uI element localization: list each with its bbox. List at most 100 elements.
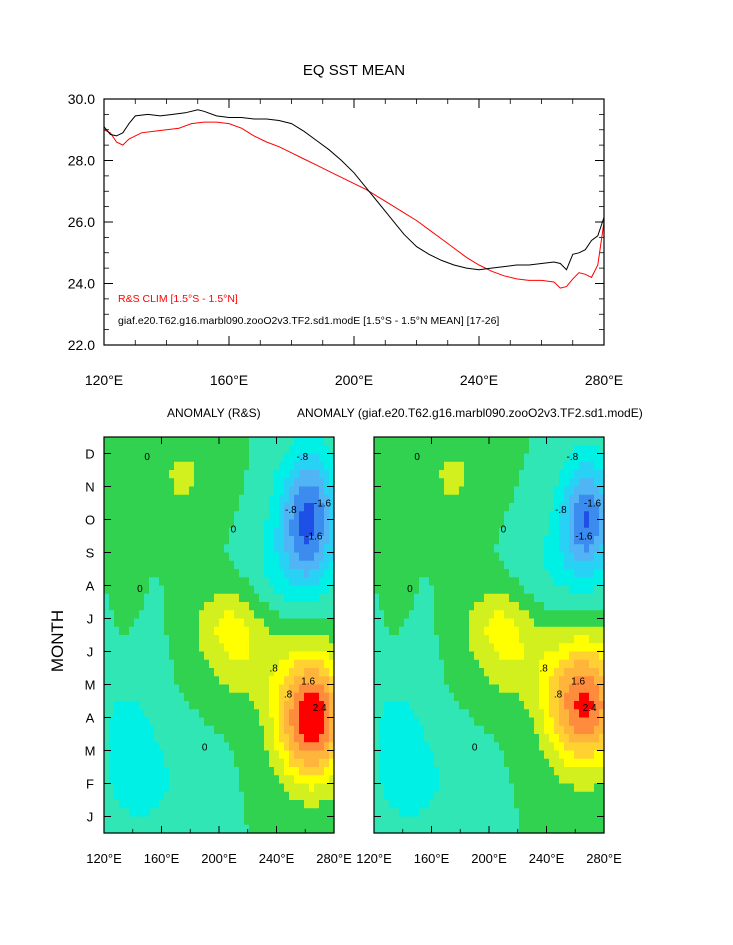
heatmap-cell (184, 824, 190, 834)
heatmap-cell (474, 808, 480, 818)
heatmap-cell (509, 610, 515, 620)
heatmap-cell (179, 626, 185, 636)
heatmap-cell (204, 668, 210, 677)
heatmap-cell (414, 767, 420, 776)
heatmap-cell (584, 717, 590, 727)
heatmap-cell (584, 560, 590, 570)
heatmap-cell (489, 478, 495, 488)
heatmap-cell (534, 783, 540, 793)
heatmap-cell (384, 610, 390, 620)
heatmap-cell (164, 791, 170, 801)
heatmap-cell (214, 767, 220, 776)
heatmap-cell (459, 651, 465, 661)
heatmap-cell (184, 750, 190, 760)
heatmap-cell (199, 816, 205, 826)
heatmap-cell (389, 486, 395, 496)
heatmap-cell (169, 577, 175, 587)
heatmap-cell (514, 478, 520, 488)
heatmap-cell (554, 593, 560, 603)
heatmap-cell (169, 775, 175, 785)
heatmap-cell (484, 717, 490, 727)
heatmap-cell (504, 503, 510, 512)
heatmap-cell (594, 750, 600, 760)
heatmap-cell (474, 651, 480, 661)
heatmap-cell (219, 709, 225, 719)
heatmap-cell (104, 585, 110, 595)
heatmap-cell (539, 725, 545, 735)
heatmap-cell (459, 668, 465, 677)
heatmap-cell (309, 676, 315, 686)
heatmap-cell (254, 725, 260, 735)
heatmap-cell (559, 602, 565, 611)
heatmap-cell (379, 618, 385, 628)
heatmap-cell (594, 610, 600, 620)
heatmap-cell (134, 585, 140, 595)
heatmap-cell (244, 824, 250, 834)
heatmap-cell (409, 544, 415, 554)
heatmap-cell (289, 577, 295, 587)
heatmap-cell (294, 470, 300, 479)
heatmap-cell (249, 527, 255, 537)
heatmap-cell (424, 684, 430, 694)
heatmap-cell (164, 668, 170, 677)
heatmap-cell (144, 709, 150, 719)
heatmap-cell (569, 709, 575, 719)
heatmap-cell (214, 800, 220, 809)
heatmap-cell (154, 453, 160, 463)
heatmap-cell (199, 585, 205, 595)
heatmap-cell (259, 676, 265, 686)
heatmap-cell (199, 800, 205, 809)
heatmap-cell (454, 750, 460, 760)
heatmap-cell (439, 486, 445, 496)
heatmap-cell (564, 709, 570, 719)
heatmap-cell (419, 791, 425, 801)
heatmap-cell (199, 445, 205, 455)
heatmap-cell (319, 470, 325, 479)
heatmap-cell (149, 503, 155, 512)
heatmap-cell (279, 692, 285, 702)
heatmap-cell (569, 486, 575, 496)
heatmap-cell (439, 470, 445, 479)
heatmap-cell (289, 461, 295, 471)
heatmap-cell (549, 808, 555, 818)
heatmap-cell (249, 717, 255, 727)
heatmap-cell (309, 800, 315, 809)
heatmap-cell (434, 536, 440, 545)
heatmap-cell (214, 659, 220, 669)
lon-tick-label: 240°E (529, 851, 565, 866)
heatmap-cell (514, 461, 520, 471)
heatmap-cell (289, 610, 295, 620)
heatmap-cell (239, 593, 245, 603)
heatmap-cell (279, 470, 285, 479)
heatmap-cell (204, 659, 210, 669)
heatmap-cell (184, 709, 190, 719)
heatmap-cell (284, 635, 290, 644)
heatmap-cell (109, 701, 115, 710)
heatmap-cell (294, 643, 300, 653)
heatmap-cell (454, 478, 460, 488)
heatmap-cell (429, 577, 435, 587)
heatmap-cell (524, 470, 530, 479)
heatmap-cell (124, 585, 130, 595)
heatmap-cell (509, 494, 515, 504)
heatmap-cell (264, 437, 270, 446)
heatmap-cell (559, 610, 565, 620)
heatmap-cell (329, 511, 335, 521)
heatmap-cell (274, 453, 280, 463)
heatmap-cell (569, 470, 575, 479)
heatmap-cell (534, 635, 540, 644)
heatmap-cell (519, 602, 525, 611)
heatmap-cell (544, 602, 550, 611)
heatmap-cell (139, 717, 145, 727)
heatmap-cell (159, 626, 165, 636)
heatmap-cell (479, 742, 485, 752)
heatmap-cell (134, 701, 140, 710)
heatmap-cell (184, 701, 190, 710)
heatmap-cell (524, 536, 530, 545)
heatmap-cell (109, 816, 115, 826)
heatmap-cell (504, 791, 510, 801)
heatmap-cell (454, 511, 460, 521)
heatmap-cell (514, 717, 520, 727)
heatmap-cell (239, 808, 245, 818)
heatmap-cell (469, 618, 475, 628)
